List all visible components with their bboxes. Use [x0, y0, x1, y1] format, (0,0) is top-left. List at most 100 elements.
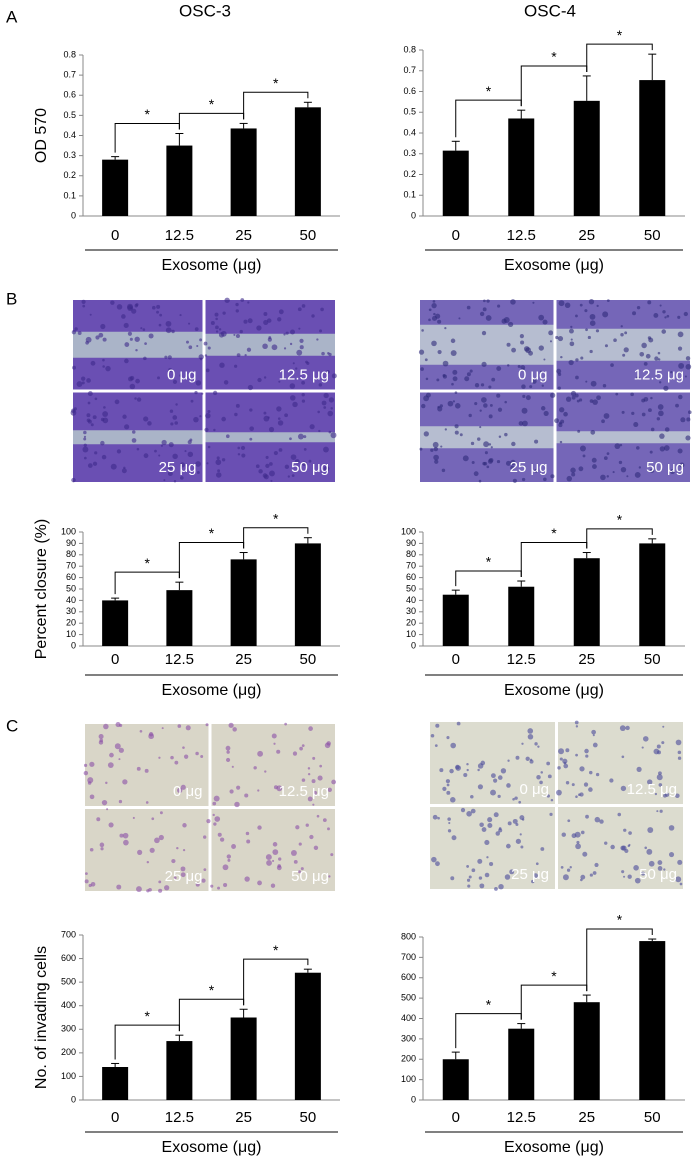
texture	[139, 729, 143, 733]
texture	[87, 401, 91, 405]
texture	[582, 454, 586, 458]
texture	[195, 461, 201, 467]
texture	[606, 452, 610, 455]
texture	[479, 409, 482, 412]
texture	[559, 407, 565, 413]
micrograph	[85, 724, 209, 806]
texture	[423, 431, 429, 437]
texture	[263, 319, 269, 326]
texture	[154, 449, 157, 453]
texture	[199, 415, 202, 418]
texture	[584, 748, 589, 754]
texture	[285, 331, 289, 335]
texture	[654, 792, 658, 796]
texture	[658, 783, 663, 787]
texture	[563, 411, 568, 417]
texture	[484, 839, 490, 846]
texture	[680, 417, 686, 423]
texture	[234, 364, 238, 368]
texture	[308, 726, 313, 731]
texture	[531, 879, 535, 884]
texture	[219, 837, 225, 842]
texture	[575, 843, 581, 850]
texture	[619, 443, 623, 447]
texture	[136, 886, 142, 892]
texture	[642, 736, 649, 742]
texture	[194, 391, 198, 395]
texture	[232, 727, 237, 732]
texture	[620, 466, 627, 473]
texture	[466, 305, 471, 310]
texture	[210, 320, 215, 325]
texture	[662, 725, 665, 728]
texture	[515, 755, 520, 760]
y-tick-label: 0.5	[403, 107, 416, 117]
texture	[215, 330, 219, 333]
texture	[582, 851, 588, 857]
texture	[328, 397, 335, 403]
texture	[307, 772, 311, 776]
texture	[144, 768, 149, 773]
micrograph-label: 25 μg	[510, 459, 548, 476]
texture	[487, 817, 493, 823]
texture	[327, 787, 332, 792]
bar	[294, 972, 321, 1100]
scratch-gap	[205, 432, 335, 443]
texture	[602, 383, 607, 388]
texture	[477, 858, 483, 864]
bar	[166, 145, 193, 216]
texture	[190, 399, 194, 403]
texture	[83, 443, 87, 447]
texture	[182, 823, 187, 828]
texture	[218, 328, 222, 331]
texture	[620, 333, 624, 337]
y-tick-label: 700	[61, 929, 76, 939]
texture	[583, 782, 589, 787]
texture	[592, 464, 597, 469]
texture	[496, 393, 501, 398]
texture	[488, 443, 492, 446]
texture	[249, 437, 253, 441]
texture	[589, 770, 593, 775]
significance-label: *	[486, 83, 492, 99]
texture	[510, 459, 516, 466]
texture	[231, 844, 236, 849]
texture	[290, 454, 297, 460]
texture	[277, 420, 284, 426]
texture	[591, 457, 597, 463]
texture	[303, 435, 307, 439]
texture	[445, 779, 451, 784]
texture	[116, 884, 122, 890]
texture	[137, 849, 143, 855]
texture	[300, 867, 304, 871]
texture	[270, 479, 273, 482]
texture	[437, 349, 442, 355]
x-tick-label: 50	[300, 1109, 317, 1126]
texture	[96, 817, 101, 822]
texture	[203, 341, 208, 346]
texture	[206, 819, 211, 824]
texture	[490, 789, 496, 796]
texture	[430, 448, 434, 452]
texture	[98, 332, 104, 338]
texture	[656, 417, 661, 421]
x-tick-label: 25	[578, 1109, 595, 1126]
x-tick-label: 50	[300, 227, 317, 244]
y-tick-label: 100	[401, 526, 416, 536]
texture	[212, 801, 217, 806]
texture	[467, 884, 471, 888]
texture	[171, 329, 175, 334]
texture	[90, 360, 96, 366]
y-tick-label: 50	[66, 583, 76, 593]
texture	[539, 370, 543, 373]
texture	[84, 456, 87, 460]
texture	[621, 755, 625, 759]
y-tick-label: 0.7	[63, 70, 76, 80]
texture	[84, 879, 89, 884]
texture	[425, 377, 429, 381]
texture	[645, 353, 651, 359]
y-tick-label: 0.3	[63, 150, 76, 160]
texture	[560, 419, 565, 424]
texture	[618, 460, 623, 465]
